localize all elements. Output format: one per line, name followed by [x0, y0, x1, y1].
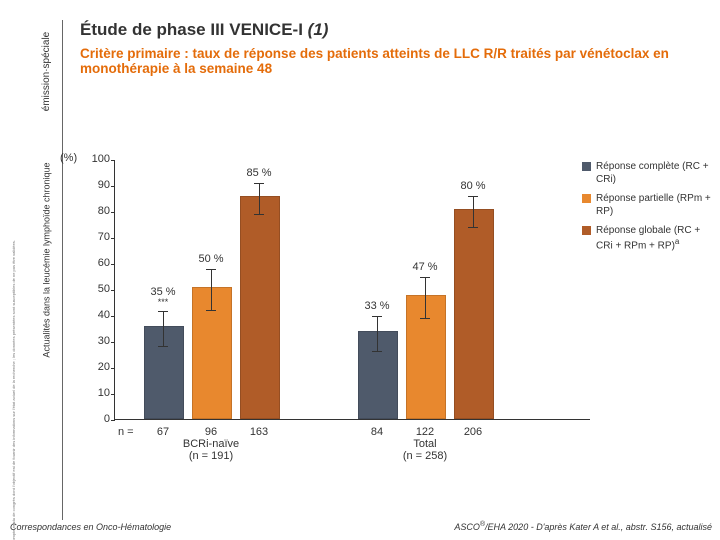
legend-text: Réponse globale (RC + CRi + RPm + RP)a [596, 224, 712, 252]
legend-swatch [582, 162, 591, 171]
legend-text: Réponse complète (RC + CRi) [596, 160, 712, 186]
y-tick: 100 [86, 153, 110, 165]
brand-logo-text: émission·spéciale [42, 31, 53, 110]
error-bar [425, 277, 426, 319]
brand-logo: émission·spéciale [38, 30, 56, 112]
legend-swatch [582, 194, 591, 203]
n-value: 96 [192, 426, 230, 438]
y-axis-label: (%) [60, 152, 77, 164]
legend-item: Réponse partielle (RPm + RP) [582, 192, 712, 218]
group-label: BCRi-naïve(n = 191) [144, 438, 278, 462]
bar [454, 209, 494, 419]
n-value: 206 [454, 426, 492, 438]
y-tick: 20 [86, 361, 110, 373]
legend: Réponse complète (RC + CRi) Réponse parti… [582, 160, 712, 258]
error-bar [259, 183, 260, 214]
y-tick: 10 [86, 387, 110, 399]
bar-value-label: 80 % [443, 180, 503, 192]
legend-text: Réponse partielle (RPm + RP) [596, 192, 712, 218]
n-value: 163 [240, 426, 278, 438]
n-value: 122 [406, 426, 444, 438]
sidebar-caption: Actualités dans la leucémie lymphoïde ch… [38, 130, 56, 390]
group-label: Total(n = 258) [358, 438, 492, 462]
footer-right: ASCO®/EHA 2020 - D'après Kater A et al.,… [454, 521, 712, 532]
error-bar [163, 311, 164, 347]
y-tick: 0 [86, 413, 110, 425]
n-value: 67 [144, 426, 182, 438]
y-tick: 50 [86, 283, 110, 295]
bar [406, 295, 446, 419]
y-tick: 70 [86, 231, 110, 243]
y-tick: 80 [86, 205, 110, 217]
footer-left: Correspondances en Onco-Hématologie [10, 522, 171, 532]
bar-value-label: 47 % [395, 261, 455, 273]
legend-item: Réponse complète (RC + CRi) [582, 160, 712, 186]
n-equals-label: n = [118, 426, 134, 438]
error-bar [211, 269, 212, 311]
slide-subtitle: Critère primaire : taux de réponse des p… [80, 46, 704, 76]
y-tick: 60 [86, 257, 110, 269]
slide-title: Étude de phase III VENICE-I (1) [80, 20, 328, 40]
legend-swatch [582, 226, 591, 235]
y-tick: 40 [86, 309, 110, 321]
y-tick: 90 [86, 179, 110, 191]
bar [144, 326, 184, 419]
bar-chart: (%) 0102030405060708090100 35 %***6750 %… [80, 160, 590, 420]
bar [240, 196, 280, 419]
bar-value-label: 50 % [181, 253, 241, 265]
error-bar [473, 196, 474, 227]
legend-item: Réponse globale (RC + CRi + RPm + RP)a [582, 224, 712, 252]
n-value: 84 [358, 426, 396, 438]
bar-value-label: 33 % [347, 300, 407, 312]
bar-value-label: 35 %*** [133, 286, 193, 307]
y-tick: 30 [86, 335, 110, 347]
error-bar [377, 316, 378, 352]
bar-value-label: 85 % [229, 167, 289, 179]
vertical-rule [62, 20, 63, 520]
x-axis [114, 419, 590, 420]
bar [192, 287, 232, 419]
bar [358, 331, 398, 419]
sidebar-disclaimer: Attention, ceci est un compte-rendu de c… [6, 310, 20, 510]
